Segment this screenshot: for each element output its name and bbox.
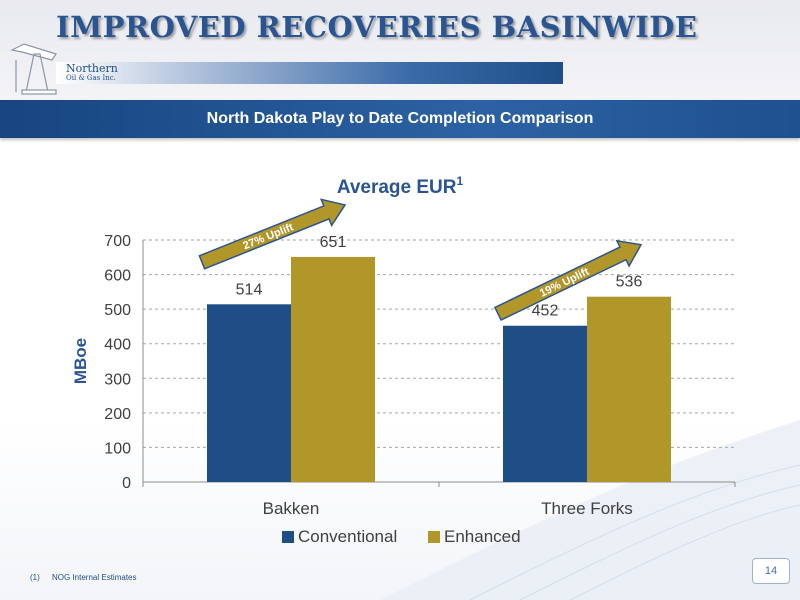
y-axis-label: MBoe: [71, 338, 90, 384]
y-tick-label: 400: [104, 337, 131, 354]
y-tick-label: 200: [104, 406, 131, 423]
chart-title: Average EUR1: [337, 174, 464, 198]
legend-label: Conventional: [298, 527, 397, 546]
bar-conventional-bakken: [207, 304, 291, 482]
data-label: 514: [236, 281, 263, 298]
logo-company-subtitle: Oil & Gas Inc.: [66, 74, 116, 82]
chart-title-superscript: 1: [457, 174, 464, 188]
y-tick-label: 0: [122, 475, 131, 492]
y-tick-label: 100: [104, 440, 131, 457]
y-tick-label: 500: [104, 302, 131, 319]
x-tick-label: Bakken: [263, 499, 320, 518]
y-tick-label: 600: [104, 268, 131, 285]
logo-company-name: Northern: [66, 62, 118, 75]
pumpjack-logo: [10, 43, 57, 95]
bar-conventional-three-forks: [503, 325, 587, 482]
bar-enhanced-three-forks: [587, 296, 671, 482]
background-swoosh: [380, 420, 800, 600]
footnote-number: (1): [30, 573, 40, 582]
footnote: (1) NOG Internal Estimates: [30, 573, 137, 582]
y-tick-label: 300: [104, 371, 131, 388]
legend-label: Enhanced: [444, 527, 521, 546]
data-label: 651: [320, 234, 347, 251]
bar-enhanced-bakken: [291, 256, 375, 482]
x-tick-label: Three Forks: [541, 499, 633, 518]
footnote-text: NOG Internal Estimates: [52, 573, 137, 582]
legend-swatch: [282, 531, 294, 543]
banner-bar: [0, 100, 800, 138]
y-tick-label: 700: [104, 233, 131, 250]
banner-title: North Dakota Play to Date Completion Com…: [206, 110, 594, 127]
page-number: 14: [752, 558, 790, 584]
data-label: 452: [532, 303, 559, 320]
logo-bar: [56, 62, 563, 84]
uplift-arrow-shape: [198, 198, 347, 270]
data-label: 536: [616, 274, 643, 291]
legend-swatch: [428, 531, 440, 543]
uplift-arrow-shape: [493, 239, 643, 322]
slide-title: IMPROVED RECOVERIES BASINWIDE: [56, 10, 698, 44]
